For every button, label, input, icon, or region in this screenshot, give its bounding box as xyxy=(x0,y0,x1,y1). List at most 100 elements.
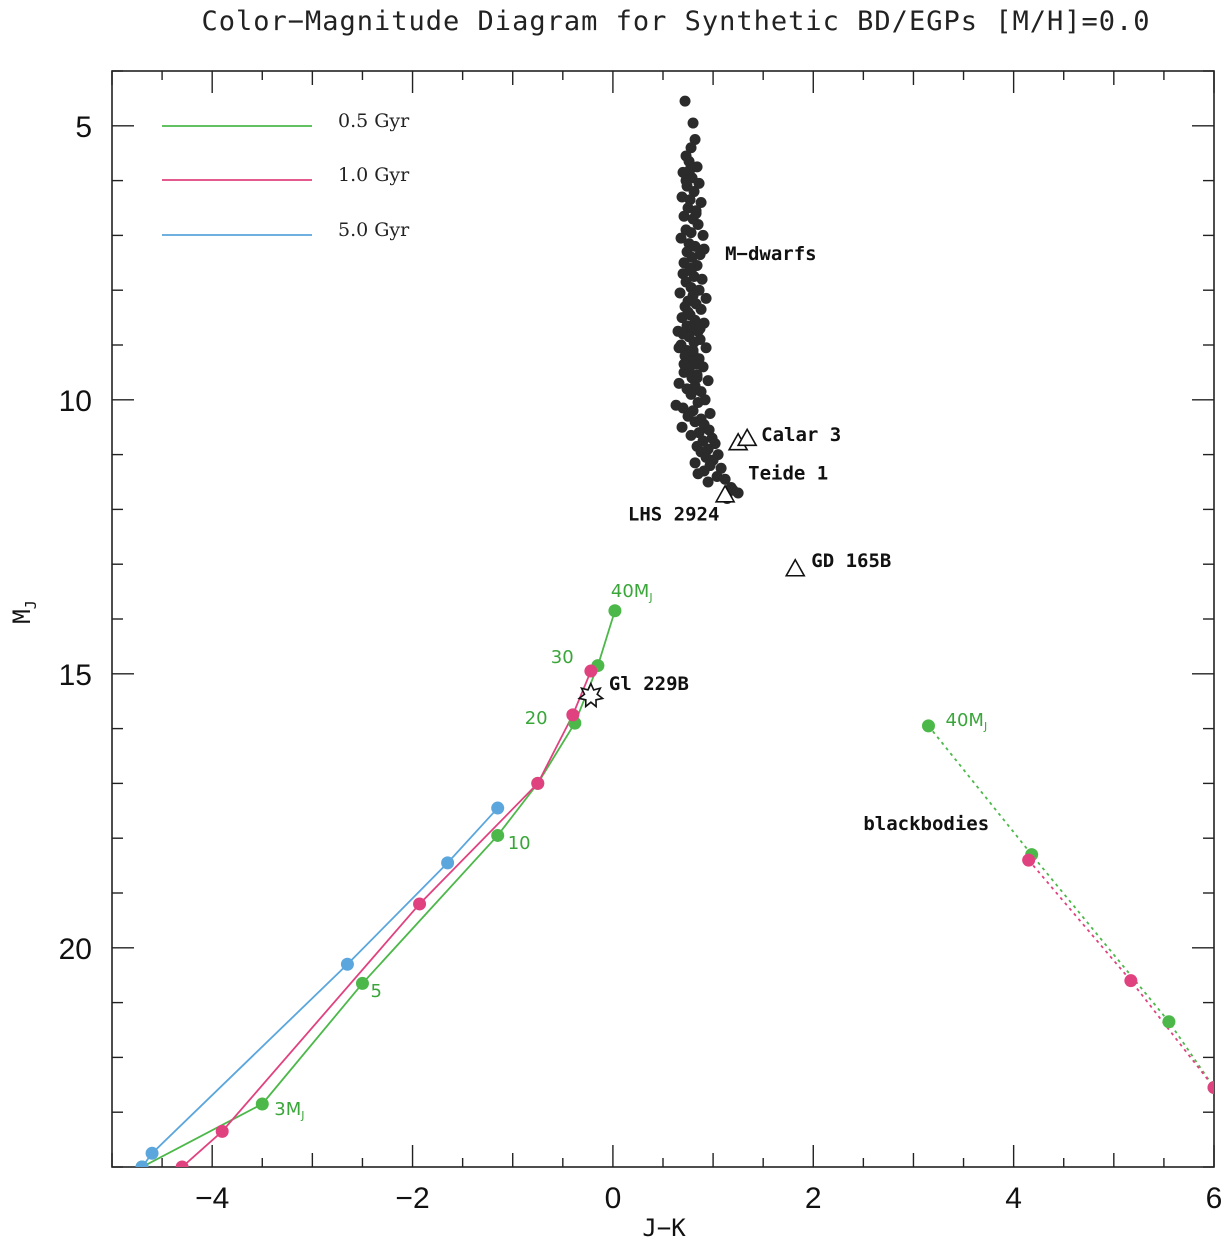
m-dwarf-point xyxy=(692,468,704,480)
y-tick-label: 5 xyxy=(75,111,92,144)
x-tick-label: 6 xyxy=(1206,1182,1223,1215)
annotation-text: 30 xyxy=(551,647,574,668)
m-dwarf-point xyxy=(700,292,712,304)
blackbody-point xyxy=(921,719,935,733)
m-dwarf-point xyxy=(685,142,697,154)
m-dwarf-point xyxy=(678,358,690,370)
m-dwarf-point xyxy=(689,134,701,145)
annotation-text: 40M xyxy=(611,581,649,602)
annotation-text: M−dwarfs xyxy=(725,243,817,265)
triangle-marker xyxy=(736,427,758,447)
y-axis-label: MJ xyxy=(8,600,40,623)
m-dwarf-point xyxy=(732,487,744,499)
series-point xyxy=(145,1146,159,1160)
x-tick-label: 4 xyxy=(1005,1182,1022,1215)
annotation-subscript: J xyxy=(648,591,652,604)
m-dwarf-point xyxy=(689,457,701,469)
annotation-text: 5 xyxy=(370,981,381,1002)
annotation-label: LHS 2924 xyxy=(628,503,720,525)
m-dwarf-point xyxy=(675,232,687,244)
m-dwarf-point xyxy=(682,306,694,318)
m-dwarf-point xyxy=(684,164,696,176)
m-dwarf-point xyxy=(691,372,703,384)
m-dwarf-point xyxy=(686,251,698,263)
m-dwarf-point xyxy=(694,323,706,335)
series-point xyxy=(491,801,505,815)
y-axis-label-sub: J xyxy=(22,600,40,609)
annotation-label: Teide 1 xyxy=(748,462,828,484)
m-dwarf-point xyxy=(696,273,708,285)
triangle-marker xyxy=(784,558,806,577)
annotation-label: 20 xyxy=(525,708,548,729)
m-dwarf-point xyxy=(688,336,700,348)
series-point xyxy=(491,828,505,842)
m-dwarf-point xyxy=(697,229,709,241)
x-tick-label: −2 xyxy=(395,1182,429,1215)
blackbody-point xyxy=(1124,974,1138,988)
series-point xyxy=(413,897,427,911)
triangle-marker xyxy=(714,484,736,503)
m-dwarf-point xyxy=(685,429,697,441)
annotation-label: 40MJ xyxy=(946,710,988,733)
m-dwarf-point xyxy=(692,397,704,409)
series-point xyxy=(608,604,622,618)
m-dwarf-point xyxy=(679,95,691,107)
annotation-label: M−dwarfs xyxy=(725,243,817,265)
m-dwarf-point xyxy=(688,186,700,198)
annotation-label: 3MJ xyxy=(274,1099,304,1122)
annotation-text: Gl 229B xyxy=(609,673,689,695)
annotation-label: Gl 229B xyxy=(609,673,689,695)
annotation-label: 40MJ xyxy=(611,581,653,604)
m-dwarf-point xyxy=(689,240,701,252)
y-tick-label: 15 xyxy=(59,659,92,692)
x-tick-label: −4 xyxy=(195,1182,229,1215)
chart-title: Color−Magnitude Diagram for Synthetic BD… xyxy=(201,6,1150,37)
annotation-text: 40M xyxy=(946,710,984,731)
m-dwarf-point xyxy=(672,325,684,337)
star-marker xyxy=(577,681,605,709)
series-point xyxy=(340,957,354,971)
series-point xyxy=(566,708,580,722)
series-point xyxy=(441,856,455,870)
annotation-label: GD 165B xyxy=(811,550,891,572)
m-dwarf-point xyxy=(700,342,712,354)
m-dwarf-point xyxy=(673,342,685,354)
m-dwarf-point xyxy=(697,361,709,373)
m-dwarf-point xyxy=(695,386,707,398)
m-dwarf-point xyxy=(693,177,705,189)
annotation-text: Calar 3 xyxy=(761,424,841,446)
y-axis-label-group: MJ xyxy=(8,600,40,623)
m-dwarf-point xyxy=(678,210,690,222)
series-point xyxy=(531,776,545,790)
series-point xyxy=(584,664,598,678)
series-line xyxy=(181,670,592,1167)
m-dwarf-point xyxy=(673,377,685,389)
x-tick-label: 0 xyxy=(605,1182,622,1215)
m-dwarf-point xyxy=(677,402,689,414)
annotation-label: 30 xyxy=(551,647,574,668)
series-point xyxy=(175,1160,189,1167)
blackbody-point xyxy=(1207,1081,1214,1095)
legend-label: 0.5 Gyr xyxy=(338,110,410,132)
m-dwarf-point xyxy=(674,287,686,299)
annotation-label: Calar 3 xyxy=(761,424,841,446)
annotation-text: 3M xyxy=(274,1099,301,1120)
series-point xyxy=(215,1124,229,1138)
m-dwarf-point xyxy=(695,303,707,315)
m-dwarf-point xyxy=(719,473,731,485)
series-line xyxy=(141,610,616,1167)
blackbody-line xyxy=(927,725,1214,1089)
series-point xyxy=(355,976,369,990)
annotation-text: GD 165B xyxy=(811,550,891,572)
y-tick-label: 20 xyxy=(59,933,92,966)
m-dwarf-point xyxy=(698,243,710,255)
m-dwarf-point xyxy=(715,462,727,474)
series-point xyxy=(255,1097,269,1111)
annotation-subscript: J xyxy=(300,1109,304,1122)
x-tick-label: 2 xyxy=(805,1182,822,1215)
m-dwarf-point xyxy=(692,218,704,230)
m-dwarf-point xyxy=(678,366,690,378)
m-dwarf-point xyxy=(690,207,702,219)
m-dwarf-point xyxy=(695,197,707,209)
m-dwarf-point xyxy=(702,375,714,387)
